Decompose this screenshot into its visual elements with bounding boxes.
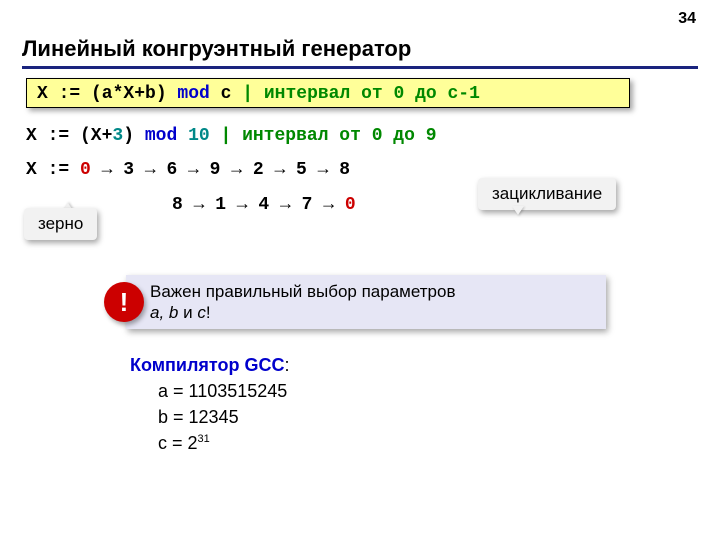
example-mod: mod [134,126,188,146]
example-rest: | интервал от 0 до 9 [210,126,437,146]
callout-seed: зерно [24,208,97,240]
slide-title: Линейный конгруэнтный генератор [22,36,411,62]
example-three: 3 [112,126,123,146]
warning-icon: ! [104,282,144,322]
sequence-line-1: X := 0 → 3 → 6 → 9 → 2 → 5 → 8 [26,160,350,180]
formula-lhs: X := (a*X+b) [37,84,167,104]
gcc-colon: : [285,355,290,375]
gcc-c-exp: 31 [198,433,210,445]
callout-loop: зацикливание [478,178,616,210]
note-text-c: c [197,303,206,322]
gcc-c-pre: c = 2 [158,433,198,453]
gcc-b: b = 12345 [158,404,290,430]
title-underline [22,66,698,69]
example-line: X := (X+3) mod 10 | интервал от 0 до 9 [26,126,437,146]
note-text-pre: Важен правильный выбор параметров [150,282,455,301]
gcc-a: a = 1103515245 [158,378,290,404]
note-text-end: ! [206,303,211,322]
seq-line2-head: 8 → 1 → 4 → 7 → [172,195,345,215]
formula-box: X := (a*X+b) mod c | интервал от 0 до c-… [26,78,630,108]
sequence-line-2: 8 → 1 → 4 → 7 → 0 [172,195,356,215]
gcc-block: Компилятор GCC: a = 1103515245 b = 12345… [130,352,290,456]
example-close: ) [123,126,134,146]
formula-c: c [221,84,232,104]
note-box: Важен правильный выбор параметров a, b и… [126,275,606,330]
seq-prefix: X := [26,160,80,180]
example-lhs: X := (X+ [26,126,112,146]
callout-loop-tail [512,206,524,215]
page-number: 34 [678,10,696,28]
note-text-mid: и [178,303,197,322]
seq-loop-val: 0 [345,195,356,215]
seq-seed: 0 [80,160,91,180]
gcc-c: c = 231 [158,430,290,456]
formula-rest: | интервал от 0 до c-1 [231,84,479,104]
note-text-a-b: a, b [150,303,178,322]
note-row: ! Важен правильный выбор параметров a, b… [104,274,634,330]
example-ten: 10 [188,126,210,146]
seq-line1-rest: → 3 → 6 → 9 → 2 → 5 → 8 [91,160,350,180]
formula-mod: mod [167,84,221,104]
gcc-header: Компилятор GCC [130,355,285,375]
